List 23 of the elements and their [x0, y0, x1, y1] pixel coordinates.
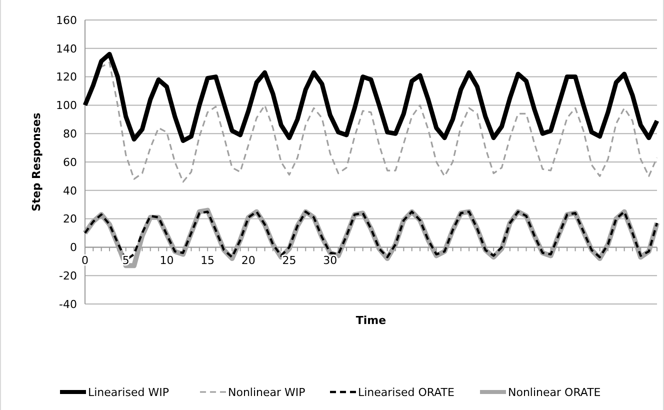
- y-tick-label: 100: [56, 99, 77, 112]
- x-tick-label: 20: [241, 254, 256, 268]
- x-tick-label: 25: [282, 254, 296, 268]
- y-tick-label: 0: [70, 241, 77, 254]
- legend-label: Linearised ORATE: [358, 386, 454, 399]
- y-tick-label: -20: [59, 269, 77, 282]
- y-tick-label: 160: [56, 14, 77, 27]
- y-tick-label: 80: [63, 127, 77, 140]
- y-tick-label: 20: [63, 212, 77, 226]
- y-tick-label: 60: [63, 156, 77, 169]
- x-axis-title: Time: [356, 314, 386, 327]
- x-tick-label: 15: [200, 254, 215, 268]
- y-axis-title: Step Responses: [30, 112, 43, 212]
- y-tick-label: -40: [59, 298, 77, 311]
- y-tick-label: 120: [56, 70, 77, 84]
- legend-label: Nonlinear ORATE: [508, 386, 601, 399]
- y-tick-label: 40: [63, 184, 77, 198]
- x-tick-label: 30: [323, 254, 338, 268]
- x-tick-label: 10: [160, 254, 174, 268]
- legend-label: Linearised WIP: [88, 386, 170, 399]
- y-tick-label: 140: [56, 42, 77, 56]
- x-tick-label: 0: [82, 254, 88, 268]
- legend-label: Nonlinear WIP: [228, 386, 306, 399]
